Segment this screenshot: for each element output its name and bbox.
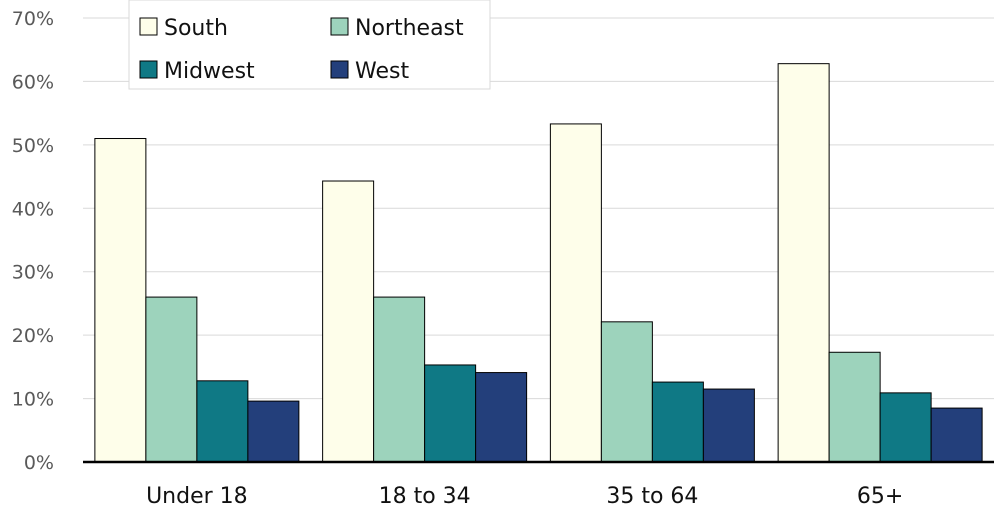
bar-northeast-2 — [373, 296, 426, 463]
bar-south-2 — [322, 180, 375, 463]
bar-west-3 — [702, 388, 755, 463]
legend-box — [128, 0, 491, 90]
bar-west-4 — [930, 407, 983, 463]
legend-swatch-northeast — [330, 17, 349, 36]
bars — [94, 63, 983, 463]
bar-west-1 — [247, 400, 300, 463]
x-category-label: 65+ — [857, 484, 903, 509]
y-tick-label: 10% — [12, 389, 54, 411]
bar-midwest-3 — [651, 381, 704, 463]
legend: South Northeast Midwest West — [128, 0, 491, 90]
legend-label-midwest: Midwest — [164, 59, 255, 84]
bar-midwest-4 — [879, 392, 932, 463]
x-axis-category-labels: Under 18 18 to 34 35 to 64 65+ — [146, 484, 903, 509]
y-tick-label: 0% — [24, 452, 54, 474]
bar-northeast-1 — [145, 296, 198, 463]
bar-west-2 — [475, 372, 528, 463]
y-tick-label: 70% — [12, 8, 54, 30]
y-axis-tick-labels: 0% 10% 20% 30% 40% 50% 60% 70% — [12, 8, 54, 474]
legend-label-south: South — [164, 16, 228, 41]
legend-label-northeast: Northeast — [355, 16, 464, 41]
y-tick-label: 60% — [12, 71, 54, 93]
y-tick-label: 20% — [12, 325, 54, 347]
x-category-label: 18 to 34 — [379, 484, 471, 509]
bar-northeast-4 — [828, 351, 881, 463]
bar-midwest-2 — [424, 364, 477, 463]
y-tick-label: 50% — [12, 135, 54, 157]
x-category-label: Under 18 — [146, 484, 248, 509]
bar-south-3 — [549, 123, 602, 463]
x-category-label: 35 to 64 — [606, 484, 698, 509]
y-tick-label: 40% — [12, 198, 54, 220]
legend-swatch-west — [330, 60, 349, 79]
bar-south-4 — [777, 63, 830, 463]
bar-midwest-1 — [196, 380, 249, 463]
legend-label-west: West — [355, 59, 409, 84]
y-tick-label: 30% — [12, 262, 54, 284]
legend-swatch-midwest — [139, 60, 158, 79]
bar-south-1 — [94, 138, 147, 463]
bar-northeast-3 — [600, 321, 653, 463]
legend-swatch-south — [139, 17, 158, 36]
